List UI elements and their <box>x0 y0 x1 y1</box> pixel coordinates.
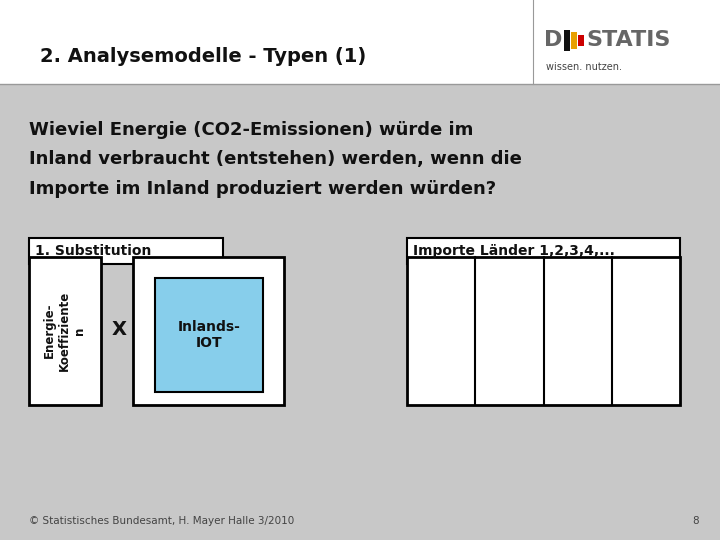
Text: Inlands-
IOT: Inlands- IOT <box>177 320 240 350</box>
Bar <box>564 30 570 51</box>
Text: Energie-
Koeffiziente
n: Energie- Koeffiziente n <box>43 291 86 371</box>
Bar <box>407 238 680 264</box>
Bar <box>29 238 223 264</box>
Bar <box>133 256 284 405</box>
Text: STATIS: STATIS <box>587 30 671 51</box>
Bar <box>578 35 584 46</box>
Bar <box>571 32 577 49</box>
Text: © Statistisches Bundesamt, H. Mayer Halle 3/2010: © Statistisches Bundesamt, H. Mayer Hall… <box>29 516 294 526</box>
Bar <box>155 278 263 392</box>
Bar <box>29 256 101 405</box>
Text: D: D <box>544 30 562 51</box>
Text: 8: 8 <box>692 516 698 526</box>
Text: 1. Substitution: 1. Substitution <box>35 244 151 258</box>
Text: Wieviel Energie (CO2-Emissionen) würde im: Wieviel Energie (CO2-Emissionen) würde i… <box>29 120 473 139</box>
Bar <box>0 0 720 84</box>
Text: 2. Analysemodelle - Typen (1): 2. Analysemodelle - Typen (1) <box>40 47 366 66</box>
Text: Inland verbraucht (entstehen) werden, wenn die: Inland verbraucht (entstehen) werden, we… <box>29 150 522 168</box>
Text: wissen. nutzen.: wissen. nutzen. <box>546 63 622 72</box>
Bar <box>407 256 680 405</box>
Text: Importe Länder 1,2,3,4,...: Importe Länder 1,2,3,4,... <box>413 244 614 258</box>
Text: X: X <box>112 320 126 339</box>
Text: Importe im Inland produziert werden würden?: Importe im Inland produziert werden würd… <box>29 180 496 198</box>
